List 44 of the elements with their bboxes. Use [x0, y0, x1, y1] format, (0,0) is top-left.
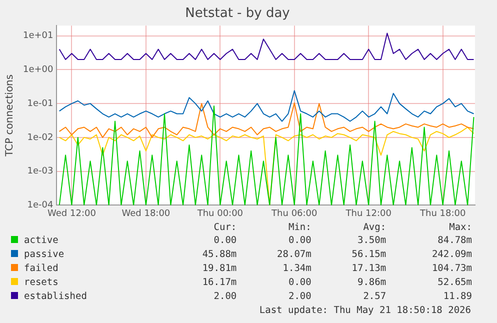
legend-label: resets — [24, 277, 58, 288]
text: 11.89 — [442, 290, 472, 304]
text: 3.50m — [356, 234, 386, 248]
text: Max: — [448, 222, 472, 234]
text: 17.13m — [350, 262, 386, 276]
y-tick-label: 1e-01 — [27, 98, 54, 109]
text: 45.88m — [201, 248, 237, 262]
text: 19.81m — [201, 262, 237, 276]
text: 52.65m — [436, 276, 472, 290]
text: 9.86m — [356, 276, 386, 290]
x-tick-label: Thu 12:00 — [344, 208, 392, 219]
legend-label: established — [24, 291, 87, 302]
text: Avg: — [362, 222, 386, 234]
text: 0.00 — [287, 276, 312, 290]
text: 16.17m — [201, 276, 237, 290]
x-tick-label: Wed 12:00 — [48, 208, 96, 219]
x-tick-label: Thu 18:00 — [418, 208, 466, 219]
text: Min: — [287, 222, 312, 234]
y-tick-label: 1e-04 — [27, 200, 54, 211]
text: 2.00 — [212, 290, 237, 304]
text: 104.73m — [430, 262, 472, 276]
legend-label: failed — [24, 263, 58, 274]
text: 84.78m — [436, 234, 472, 248]
chart-title: Netstat - by day — [185, 6, 290, 22]
text: 28.07m — [276, 248, 312, 262]
text: 0.00 — [212, 234, 237, 248]
y-axis-title: TCP connections — [4, 74, 16, 158]
x-tick-label: Wed 18:00 — [122, 208, 170, 219]
y-tick-label: 1e+01 — [22, 31, 54, 42]
text: 56.15m — [350, 248, 386, 262]
text: 2.00 — [287, 290, 312, 304]
x-tick-label: Thu 00:00 — [196, 208, 244, 219]
text: Last update: Thu May 21 18:50:18 2026 — [258, 304, 472, 318]
legend-label: active — [24, 235, 58, 246]
text: Cur: — [212, 222, 237, 234]
text: 0.00 — [287, 234, 312, 248]
text: 1.34m — [282, 262, 312, 276]
y-tick-label: 1e+00 — [22, 65, 54, 76]
x-tick-label: Thu 06:00 — [270, 208, 318, 219]
legend-label: passive — [24, 249, 64, 260]
text: 242.09m — [430, 248, 472, 262]
y-tick-label: 1e-03 — [27, 166, 54, 177]
text: 2.57 — [362, 290, 386, 304]
y-tick-label: 1e-02 — [27, 132, 54, 143]
